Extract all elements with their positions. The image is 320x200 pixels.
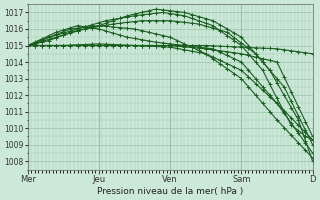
X-axis label: Pression niveau de la mer( hPa ): Pression niveau de la mer( hPa )	[97, 187, 243, 196]
